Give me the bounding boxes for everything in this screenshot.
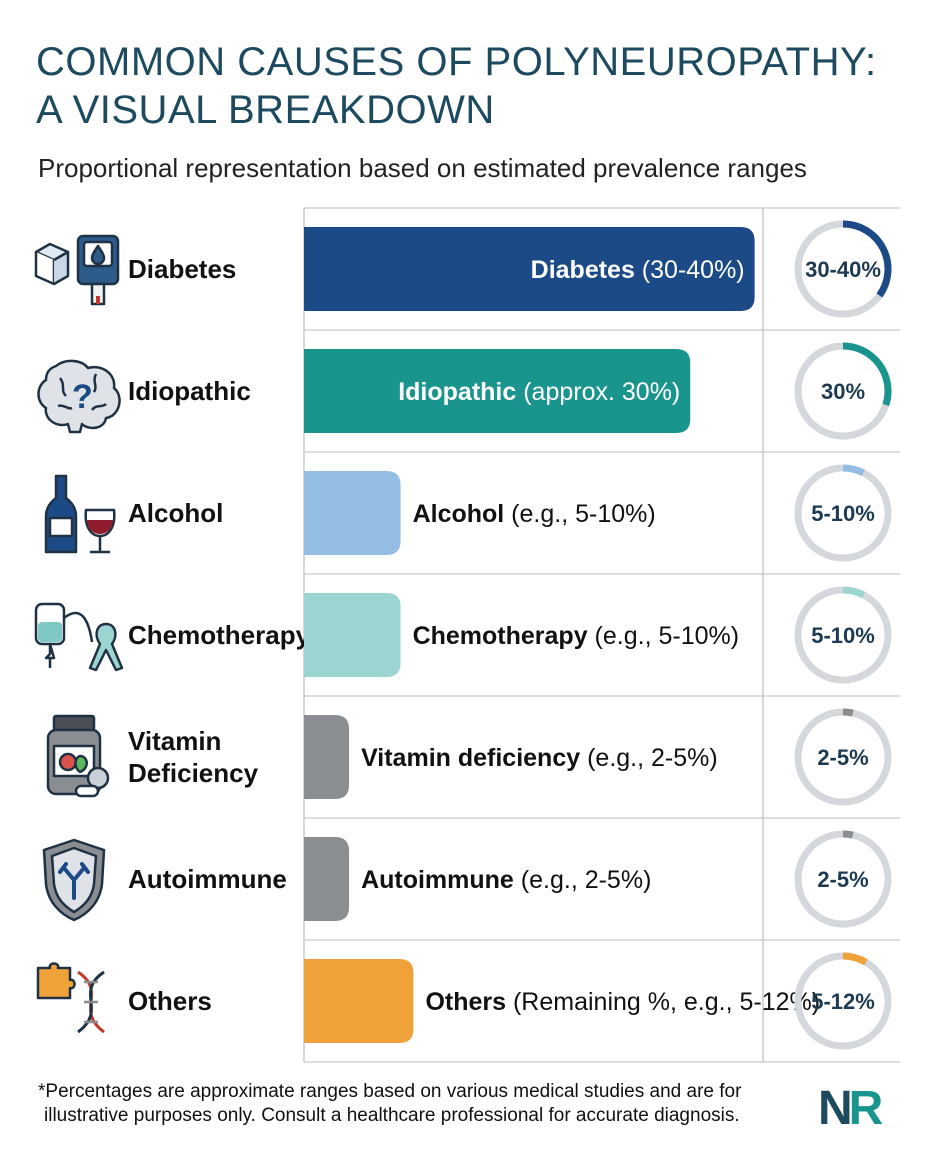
bar (304, 837, 350, 921)
percentage-rings: 30-40% 30% 5-10% 5-10% 2-5% 2-5% 5-12% (794, 220, 892, 1050)
bar (304, 227, 755, 311)
footnote: *Percentages are approximate ranges base… (38, 1080, 818, 1128)
footnote-line-2: illustrative purposes only. Consult a he… (44, 1105, 740, 1126)
bar-label: Vitamin deficiency (e.g., 2-5%) (361, 744, 718, 772)
chart-title: COMMON CAUSES OF POLYNEUROPATHY: A VISUA… (36, 38, 916, 134)
vitamin-bottle-icon (46, 714, 110, 798)
ring-arc (842, 586, 866, 599)
category-icons: ? (34, 234, 124, 1034)
bar (304, 471, 401, 555)
ring-label: 30% (821, 379, 865, 404)
ring-arc (842, 464, 866, 477)
bars (304, 227, 755, 1043)
category-label: Alcohol (128, 498, 223, 528)
bar-label: Others (Remaining %, e.g., 5-12%) (425, 988, 820, 1016)
ring-label: 5-12% (811, 989, 875, 1014)
bar (304, 959, 414, 1043)
bar-label: Diabetes (30-40%) (531, 256, 745, 284)
ring-arc (842, 830, 854, 839)
category-labels: Diabetes Idiopathic Alcohol Chemotherapy Vit… (128, 254, 311, 1016)
bar (304, 715, 350, 799)
ring-arc (842, 952, 868, 966)
nr-logo: NR (818, 1082, 887, 1132)
ring-label: 2-5% (817, 745, 868, 770)
ring-label: 30-40% (805, 257, 881, 282)
bar (304, 593, 401, 677)
brain-question-icon: ? (37, 359, 121, 434)
ring-label: 5-10% (811, 501, 875, 526)
puzzle-dna-icon (36, 962, 105, 1034)
antibody-shield-icon (42, 838, 106, 922)
category-label: Idiopathic (128, 376, 251, 406)
glucose-meter-icon (34, 234, 120, 306)
iv-ribbon-icon (34, 602, 124, 672)
bar-label: Chemotherapy (e.g., 5-10%) (413, 622, 740, 650)
category-label: Vitamin (128, 726, 221, 756)
category-label: Deficiency (128, 758, 259, 788)
bar-chart: ? (34, 207, 900, 1063)
category-label: Diabetes (128, 254, 236, 284)
bar-label: Idiopathic (approx. 30%) (398, 378, 680, 406)
ring-arc (842, 342, 892, 406)
bar-labels: Diabetes (30-40%) Idiopathic (approx. 30%… (361, 256, 820, 1016)
category-label: Autoimmune (128, 864, 287, 894)
wine-bottle-icon (44, 474, 116, 554)
category-label: Chemotherapy (128, 620, 311, 650)
title-line-1: COMMON CAUSES OF POLYNEUROPATHY: (36, 40, 877, 84)
title-line-2: A VISUAL BREAKDOWN (36, 88, 495, 132)
ring-arc (842, 220, 892, 298)
ring-arc (842, 708, 854, 717)
ring-label: 2-5% (817, 867, 868, 892)
bar (304, 349, 691, 433)
ring-label: 5-10% (811, 623, 875, 648)
chart-subtitle: Proportional representation based on est… (38, 153, 807, 183)
footnote-line-1: *Percentages are approximate ranges base… (38, 1081, 742, 1102)
category-label: Others (128, 986, 212, 1016)
svg-text:?: ? (72, 378, 93, 416)
logo-text: NR (818, 1082, 883, 1132)
bar-label: Alcohol (e.g., 5-10%) (413, 500, 656, 528)
bar-label: Autoimmune (e.g., 2-5%) (361, 866, 651, 894)
